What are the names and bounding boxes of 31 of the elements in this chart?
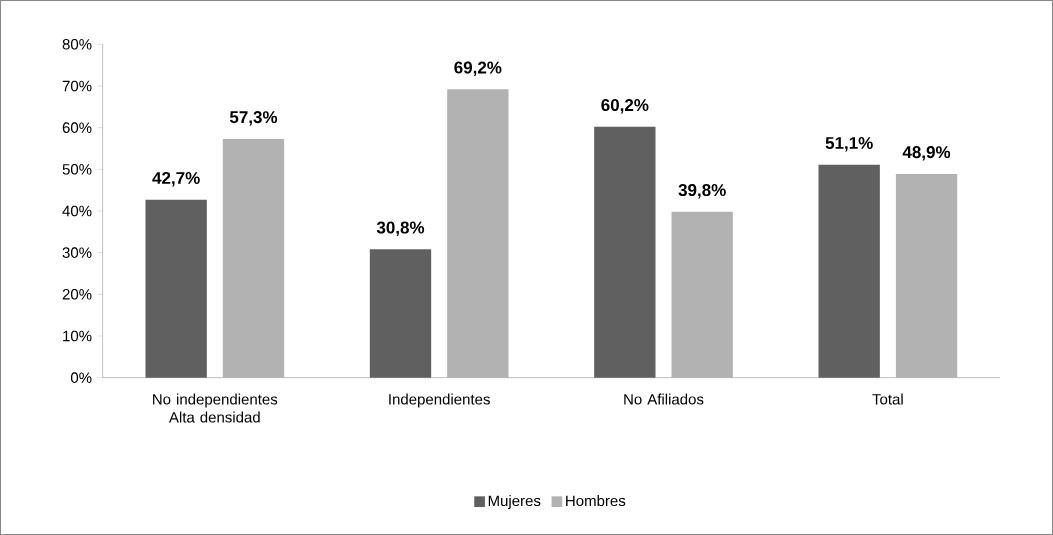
data-label: 60,2% (601, 99, 649, 114)
bar (222, 138, 285, 378)
y-tick-label: 70% (62, 80, 92, 92)
bar (145, 199, 207, 378)
y-tick-label: 40% (62, 205, 92, 217)
y-tick-label: 0% (70, 372, 92, 383)
data-label: 48,9% (902, 146, 951, 161)
x-tick-label: Independientes (389, 393, 490, 408)
data-label: 57,3% (229, 111, 278, 126)
bar (369, 249, 432, 378)
bar (594, 126, 656, 378)
bar (447, 89, 509, 378)
bar (671, 211, 733, 378)
x-tick-label: Total (872, 393, 903, 405)
y-tick-label: 80% (62, 39, 92, 50)
data-label: 69,2% (454, 61, 502, 77)
bar (895, 173, 958, 378)
y-tick-label: 50% (62, 164, 92, 175)
data-label: 51,1% (825, 137, 873, 152)
y-tick-label: 10% (63, 330, 92, 342)
x-tick-label: No independientes Alta densidad (153, 393, 278, 423)
legend-label: Hombres (566, 495, 626, 507)
data-label: 39,8% (678, 184, 726, 199)
y-tick-label: 20% (62, 289, 92, 300)
bar (818, 164, 880, 378)
y-tick-label: 60% (62, 122, 92, 133)
data-label: 42,7% (152, 171, 200, 187)
legend-label: Mujeres (488, 495, 541, 510)
y-tick-label: 30% (62, 247, 92, 258)
x-tick-label: No Afiliados (624, 393, 704, 405)
data-label: 30,8% (376, 221, 425, 237)
